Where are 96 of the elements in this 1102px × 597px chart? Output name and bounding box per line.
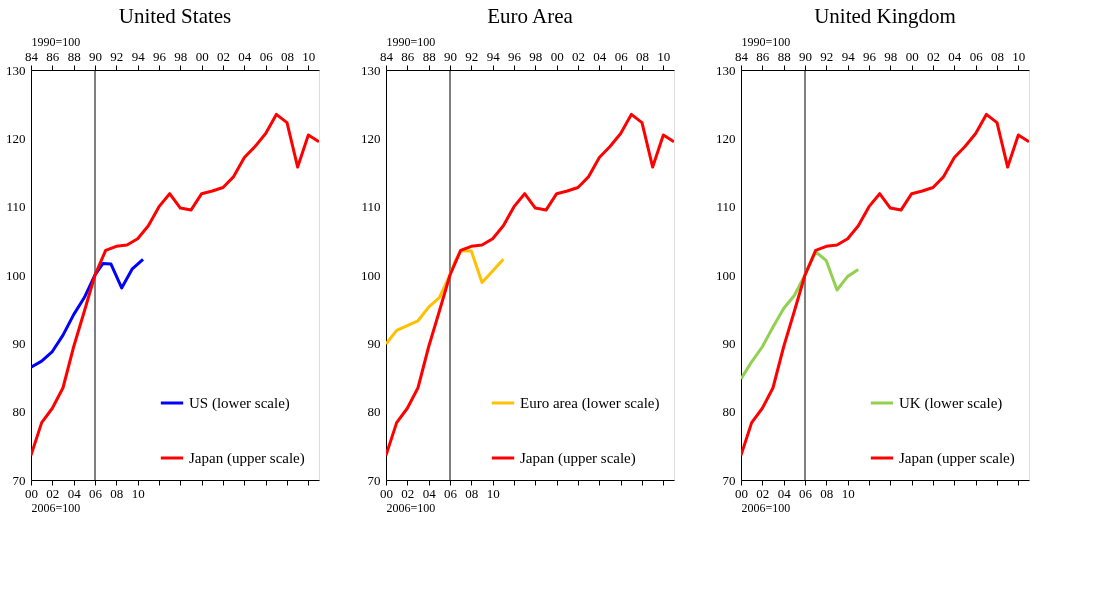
x2-tick-label: 08 — [991, 48, 1004, 64]
x-tick-label: 10 — [841, 485, 855, 501]
y-tick-label: 110 — [716, 199, 736, 215]
x2-tick-label: 00 — [195, 48, 209, 64]
x2-tick-label: 96 — [863, 48, 877, 64]
x-tick-label: 00 — [25, 485, 38, 501]
x2-tick-label: 10 — [657, 48, 671, 64]
x2-tick-label: 86 — [756, 48, 770, 64]
x-tick-label: 08 — [820, 485, 834, 501]
x-tick-label: 04 — [777, 485, 792, 501]
y-tick-label: 100 — [361, 267, 381, 283]
x2-tick-label: 88 — [422, 48, 436, 64]
x2-tick-label: 92 — [820, 48, 834, 64]
x2-tick-label: 96 — [153, 48, 167, 64]
x-axis-title: 2006=100 — [741, 500, 791, 515]
y-tick-label: 70 — [12, 472, 26, 488]
x2-tick-label: 94 — [486, 48, 501, 64]
y-tick-label: 120 — [716, 130, 736, 146]
x2-tick-label: 06 — [259, 48, 274, 64]
x-tick-label: 00 — [735, 485, 748, 501]
x2-tick-label: 94 — [841, 48, 856, 64]
y-tick-label: 130 — [716, 62, 736, 78]
chart-title: Euro Area — [487, 4, 574, 28]
x2-tick-label: 00 — [905, 48, 919, 64]
y-tick-label: 90 — [367, 335, 381, 351]
x2-axis-title: 1990=100 — [741, 34, 791, 49]
x2-tick-label: 10 — [302, 48, 316, 64]
x2-tick-label: 98 — [884, 48, 898, 64]
x2-tick-label: 04 — [238, 48, 252, 64]
x2-tick-label: 00 — [550, 48, 564, 64]
legend-label: Japan (upper scale) — [899, 450, 1015, 467]
chart-title: United Kingdom — [814, 4, 956, 28]
y-tick-label: 100 — [6, 267, 26, 283]
y-tick-label: 120 — [6, 130, 26, 146]
x-tick-label: 08 — [465, 485, 479, 501]
legend-label: Japan (upper scale) — [520, 450, 636, 467]
x2-tick-label: 92 — [465, 48, 479, 64]
x-tick-label: 06 — [444, 485, 458, 501]
legend-label: Euro area (lower scale) — [520, 395, 660, 412]
x-tick-label: 10 — [486, 485, 500, 501]
x-tick-label: 02 — [756, 485, 770, 501]
x2-axis-title: 1990=100 — [31, 34, 81, 49]
x2-tick-label: 10 — [1012, 48, 1026, 64]
x2-tick-label: 08 — [281, 48, 294, 64]
x2-tick-label: 84 — [380, 48, 394, 64]
x2-tick-label: 84 — [25, 48, 39, 64]
x2-tick-label: 08 — [636, 48, 649, 64]
y-tick-label: 130 — [361, 62, 381, 78]
x2-tick-label: 06 — [969, 48, 984, 64]
x2-tick-label: 84 — [735, 48, 749, 64]
y-tick-label: 130 — [6, 62, 26, 78]
x2-tick-label: 02 — [927, 48, 940, 64]
x2-tick-label: 02 — [572, 48, 585, 64]
x-tick-label: 06 — [89, 485, 103, 501]
x-tick-label: 08 — [110, 485, 124, 501]
x2-tick-label: 90 — [89, 48, 102, 64]
legend-label: US (lower scale) — [189, 395, 290, 412]
y-tick-label: 80 — [12, 404, 26, 420]
y-tick-label: 110 — [6, 199, 26, 215]
x2-tick-label: 86 — [401, 48, 415, 64]
x2-tick-label: 98 — [174, 48, 188, 64]
x2-tick-label: 94 — [131, 48, 146, 64]
x2-tick-label: 98 — [529, 48, 543, 64]
x2-tick-label: 04 — [948, 48, 962, 64]
y-tick-label: 80 — [367, 404, 381, 420]
x2-tick-label: 06 — [614, 48, 629, 64]
x-tick-label: 00 — [380, 485, 393, 501]
x-tick-label: 02 — [46, 485, 60, 501]
x-axis-title: 2006=100 — [386, 500, 436, 515]
x2-axis-title: 1990=100 — [386, 34, 436, 49]
y-tick-label: 70 — [367, 472, 381, 488]
x2-tick-label: 04 — [593, 48, 607, 64]
legend-label: UK (lower scale) — [899, 395, 1003, 412]
chart-title: United States — [118, 4, 232, 28]
x-tick-label: 10 — [131, 485, 145, 501]
x-tick-label: 04 — [67, 485, 82, 501]
y-tick-label: 120 — [361, 130, 381, 146]
x-tick-label: 04 — [422, 485, 437, 501]
x2-tick-label: 02 — [217, 48, 230, 64]
y-tick-label: 90 — [12, 335, 26, 351]
y-tick-label: 110 — [361, 199, 381, 215]
x-axis-title: 2006=100 — [31, 500, 81, 515]
x2-tick-label: 88 — [777, 48, 791, 64]
x2-tick-label: 86 — [46, 48, 60, 64]
legend-label: Japan (upper scale) — [189, 450, 305, 467]
x2-tick-label: 90 — [444, 48, 457, 64]
x2-tick-label: 88 — [67, 48, 81, 64]
x-tick-label: 02 — [401, 485, 415, 501]
y-tick-label: 70 — [722, 472, 736, 488]
x-tick-label: 06 — [799, 485, 813, 501]
x2-tick-label: 92 — [110, 48, 124, 64]
x2-tick-label: 90 — [799, 48, 812, 64]
y-tick-label: 80 — [722, 404, 736, 420]
y-tick-label: 100 — [716, 267, 736, 283]
y-tick-label: 90 — [722, 335, 736, 351]
x2-tick-label: 96 — [508, 48, 522, 64]
